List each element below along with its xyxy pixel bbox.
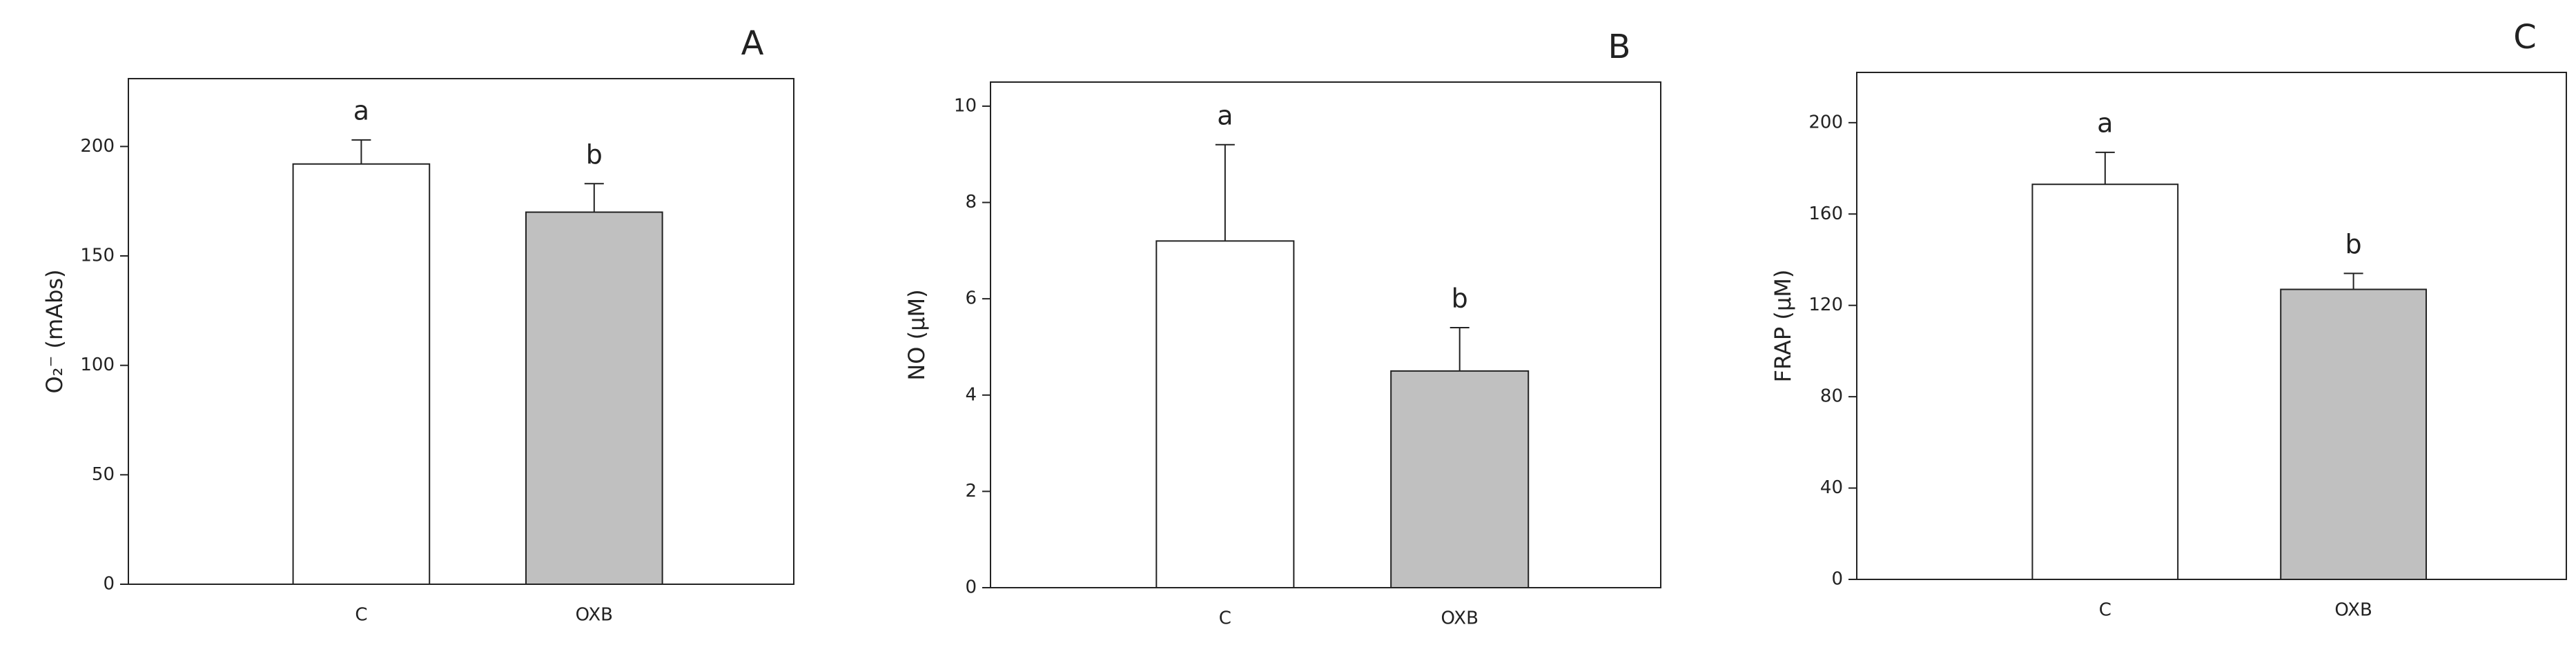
y-axis-label: O₂⁻ (mAbs) — [41, 269, 68, 393]
y-tick-label: 0 — [1831, 569, 1843, 590]
y-tick-label: 150 — [80, 246, 115, 266]
plot-frame — [990, 81, 1661, 588]
y-tick-label: 50 — [92, 464, 115, 485]
y-tick-label: 6 — [965, 288, 977, 309]
y-tick-label: 4 — [965, 384, 977, 405]
y-tick-label: 0 — [965, 577, 977, 598]
y-tick-label: 40 — [1820, 477, 1843, 498]
x-tick-label: C — [1219, 608, 1231, 629]
panel-label: A — [741, 24, 764, 63]
plot-frame — [1856, 72, 2567, 580]
y-tick-label: 2 — [965, 481, 977, 501]
y-tick-label: 80 — [1820, 386, 1843, 407]
significance-letter: a — [1217, 100, 1233, 130]
y-tick-label: 100 — [80, 355, 115, 375]
bar — [2280, 288, 2427, 580]
y-axis-label: FRAP (μM) — [1770, 270, 1796, 383]
x-tick-label: C — [2099, 600, 2111, 621]
bar — [2031, 183, 2179, 580]
significance-letter: a — [353, 95, 369, 126]
bar — [525, 211, 663, 586]
panel-label: C — [2513, 18, 2537, 57]
y-axis-label: NO (μM) — [904, 289, 930, 380]
plot-frame — [128, 78, 794, 585]
y-tick-label: 200 — [1808, 112, 1843, 132]
bar — [1390, 370, 1530, 588]
x-tick-label: OXB — [576, 605, 613, 626]
significance-letter: b — [586, 139, 603, 170]
y-tick-label: 0 — [103, 574, 115, 595]
y-tick-label: 160 — [1808, 203, 1843, 224]
bar — [1155, 240, 1295, 588]
significance-letter: b — [1452, 283, 1468, 314]
y-tick-label: 10 — [954, 95, 977, 116]
bar — [292, 163, 431, 586]
x-tick-label: OXB — [1441, 608, 1478, 629]
x-tick-label: C — [355, 605, 367, 626]
x-tick-label: OXB — [2334, 600, 2372, 621]
y-tick-label: 120 — [1808, 295, 1843, 315]
significance-letter: a — [2097, 108, 2113, 138]
y-tick-label: 200 — [80, 136, 115, 157]
panel-label: B — [1608, 28, 1631, 66]
significance-letter: b — [2345, 229, 2362, 259]
y-tick-label: 8 — [965, 192, 977, 212]
